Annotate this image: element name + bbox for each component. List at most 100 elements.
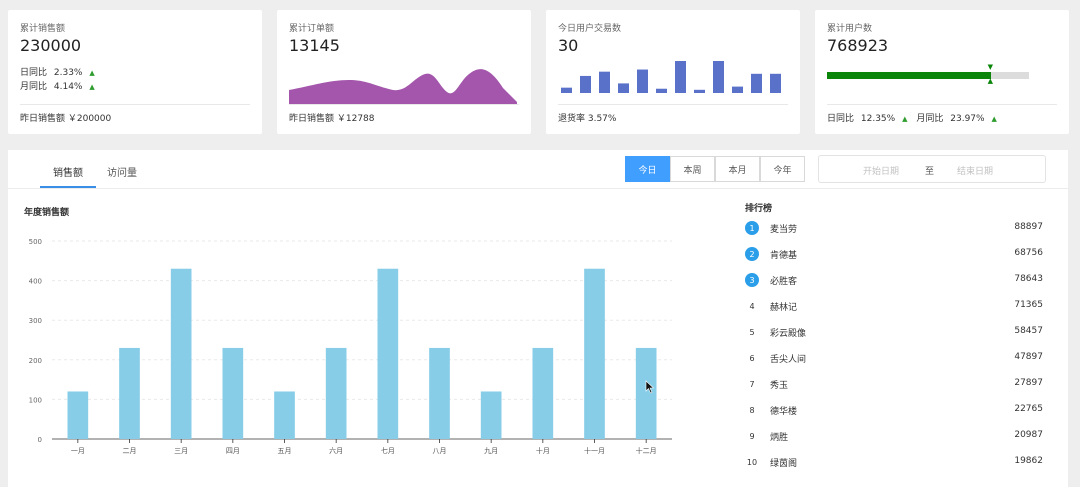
x-tick-label: 四月 <box>226 447 240 455</box>
rank-value: 27897 <box>1014 378 1043 388</box>
day-compare-label: 日同比 <box>20 68 48 78</box>
card-title: 累计订单额 <box>289 24 335 34</box>
rank-value: 20987 <box>1014 430 1043 440</box>
sparkline-bar <box>656 88 667 93</box>
rank-number: 10 <box>746 457 758 467</box>
card-title: 累计销售额 <box>20 24 66 34</box>
y-tick-label: 100 <box>29 396 42 404</box>
sparkline-bar <box>637 69 648 93</box>
rank-number: 1 <box>745 221 759 235</box>
ranking-row: 7 秀玉 27897 <box>745 376 1043 394</box>
sparkline-bar <box>599 71 610 93</box>
y-tick-label: 200 <box>29 357 42 365</box>
x-tick-label: 九月 <box>484 446 498 455</box>
ranking-row: 4 赫林记 71365 <box>745 298 1043 316</box>
transactions-bar-sparkline <box>561 61 781 93</box>
card-value: 30 <box>558 36 579 55</box>
rank-value: 88897 <box>1014 222 1043 232</box>
card-value: 768923 <box>827 36 889 55</box>
rank-name: 炳胜 <box>770 433 789 443</box>
rank-number: 8 <box>749 405 755 415</box>
month-compare-label: 月同比 <box>20 82 48 92</box>
month-compare-value: 4.14% <box>53 82 83 92</box>
sparkline-bar <box>770 73 781 93</box>
sparkline-bar <box>675 61 686 93</box>
x-tick-label: 十二月 <box>636 446 657 455</box>
rank-number: 2 <box>745 247 759 261</box>
tab-divider <box>8 188 1068 189</box>
card-divider <box>289 104 519 105</box>
sparkline-bar <box>751 73 762 93</box>
users-progress-track: ▼ ▲ <box>827 64 1029 85</box>
arrow-up-icon: ▲ <box>902 115 908 123</box>
rank-number: 9 <box>749 431 755 441</box>
end-date-input[interactable]: 结束日期 <box>957 167 994 177</box>
y-tick-label: 0 <box>38 436 42 444</box>
date-range-picker[interactable]: 开始日期 至 结束日期 <box>818 155 1046 183</box>
x-tick-label: 一月 <box>71 447 85 455</box>
chart-bar <box>170 268 192 439</box>
rank-name: 彩云殿像 <box>770 329 807 339</box>
range-today-button[interactable]: 今日 <box>625 156 670 182</box>
y-tick-label: 500 <box>29 238 42 246</box>
sparkline-area <box>289 69 517 104</box>
day-compare-label: 日同比 <box>827 114 855 124</box>
rank-name: 麦当劳 <box>770 225 798 235</box>
card-user-transactions: 今日用户交易数 30 退货率 3.57% <box>546 10 800 134</box>
rank-name: 肯德基 <box>770 251 798 261</box>
chart-bar <box>274 391 295 439</box>
chart-bar <box>325 347 347 439</box>
sparkline-bar <box>580 75 591 93</box>
rank-name: 秀玉 <box>770 381 789 391</box>
month-compare-value: 23.97% <box>950 114 985 124</box>
day-compare-value: 2.33% <box>53 68 83 78</box>
rank-value: 19862 <box>1014 456 1043 466</box>
ranking-row: 9 炳胜 20987 <box>745 428 1043 446</box>
rank-value: 22765 <box>1014 404 1043 414</box>
rank-name: 必胜客 <box>770 277 798 287</box>
rank-number: 7 <box>749 379 755 389</box>
rank-name: 绿茵阁 <box>770 459 798 469</box>
progress-marker-icon: ▼ ▲ <box>987 63 993 85</box>
x-tick-label: 二月 <box>123 447 137 455</box>
range-year-button[interactable]: 今年 <box>760 156 805 182</box>
rank-name: 赫林记 <box>770 303 798 313</box>
x-tick-label: 十月 <box>536 446 550 455</box>
ranking-row: 5 彩云殿像 58457 <box>745 324 1043 342</box>
sales-panel: 销售额 访问量 今日 本周 本月 今年 开始日期 至 结束日期 年度销售额 0 1… <box>8 150 1068 487</box>
sparkline-bar <box>732 86 743 93</box>
chart-bar <box>119 347 140 439</box>
chart-bar <box>584 268 605 439</box>
arrow-up-icon: ▲ <box>89 69 95 77</box>
ranking-row: 1 麦当劳 88897 <box>745 220 1043 238</box>
card-total-users: 累计用户数 768923 ▼ ▲ 日同比 12.35% ▲ 月同比 23.97% … <box>815 10 1069 134</box>
x-tick-label: 六月 <box>329 446 343 455</box>
card-divider <box>558 104 788 105</box>
arrow-up-icon: ▲ <box>991 115 997 123</box>
ranking-title: 排行榜 <box>745 204 773 214</box>
rank-name: 德华楼 <box>770 407 798 417</box>
chart-bar <box>635 347 657 439</box>
month-compare: 月同比 4.14% ▲ <box>20 79 95 92</box>
tab-sales[interactable]: 销售额 <box>53 168 83 179</box>
card-title: 累计用户数 <box>827 24 873 34</box>
card-value: 13145 <box>289 36 340 55</box>
card-value: 230000 <box>20 36 82 55</box>
card-footer: 日同比 12.35% ▲ 月同比 23.97% ▲ <box>827 111 997 124</box>
range-month-button[interactable]: 本月 <box>715 156 760 182</box>
range-week-button[interactable]: 本周 <box>670 156 715 182</box>
day-compare: 日同比 2.33% ▲ <box>20 65 95 78</box>
rank-value: 71365 <box>1014 300 1043 310</box>
tab-visits[interactable]: 访问量 <box>107 168 137 179</box>
rank-value: 68756 <box>1014 248 1043 258</box>
rank-number: 6 <box>749 353 755 363</box>
ranking-row: 2 肯德基 68756 <box>745 246 1043 264</box>
sparkline-bar <box>694 89 705 93</box>
month-compare-label: 月同比 <box>916 114 944 124</box>
orders-area-sparkline <box>289 69 517 104</box>
rank-number: 3 <box>745 273 759 287</box>
rank-number: 4 <box>749 301 755 311</box>
card-divider <box>827 104 1057 105</box>
card-footer: 退货率 3.57% <box>558 114 617 124</box>
start-date-input[interactable]: 开始日期 <box>863 167 900 177</box>
